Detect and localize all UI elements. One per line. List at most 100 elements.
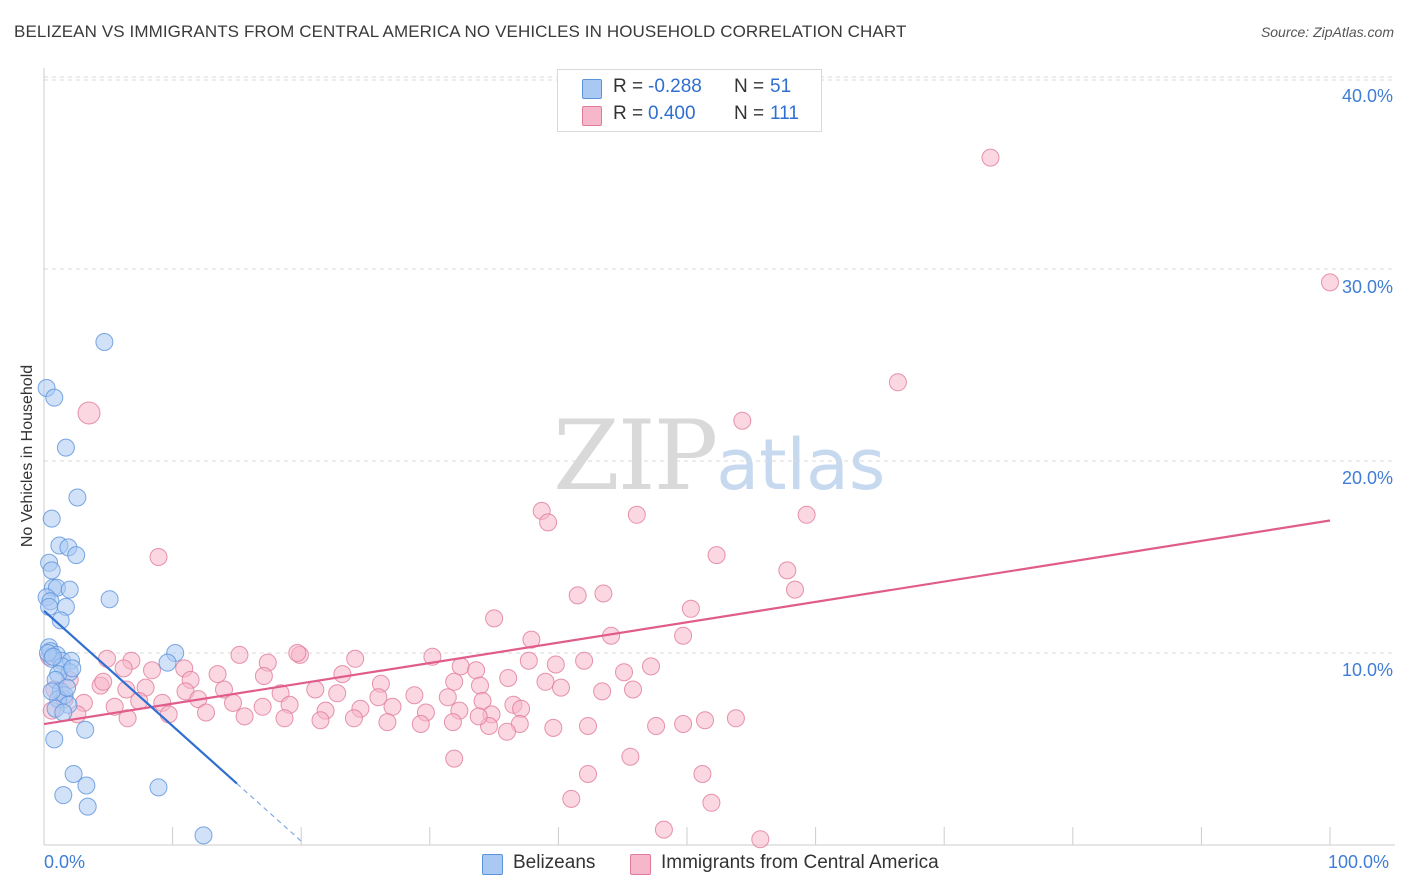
belizean-point (42, 682, 61, 701)
immigrant-point (445, 672, 464, 691)
y-tick-label: 30.0% (1341, 277, 1393, 297)
watermark-atlas: atlas (716, 424, 886, 506)
immigrant-point (328, 684, 347, 703)
immigrant-point (539, 513, 558, 532)
immigrant-point (467, 661, 486, 680)
bottom-legend-label: Belizeans (513, 852, 596, 873)
immigrant-point (733, 411, 752, 430)
belizean-point (67, 546, 86, 565)
immigrant-point (443, 713, 462, 732)
immigrant-point (522, 630, 541, 649)
legend-r-value: 0.400 (648, 103, 696, 124)
legend-r-label: R = (613, 103, 644, 124)
immigrant-point (94, 672, 113, 691)
immigrant-point (696, 711, 714, 730)
immigrant-trend-line (43, 519, 1331, 726)
immigrant-point (593, 682, 612, 701)
immigrant-point (512, 699, 531, 718)
legend-n-label: N = (734, 103, 765, 124)
belizean-point (63, 659, 82, 678)
immigrant-point (159, 705, 178, 724)
immigrant-point (149, 548, 168, 566)
bottom-legend-swatch (482, 854, 503, 875)
belizean-point (45, 388, 64, 407)
x-tick-label-max: 100.0% (1328, 852, 1390, 872)
immigrant-point (105, 697, 124, 716)
immigrant-point (546, 655, 565, 674)
belizean-point (58, 678, 77, 697)
belizean-point (40, 597, 59, 616)
watermark-zip: ZIP (553, 400, 718, 512)
belizean-point (149, 778, 168, 797)
immigrant-point (224, 693, 242, 712)
y-axis-label: No Vehicles in Household (19, 364, 36, 548)
immigrant-point (654, 820, 673, 839)
belizean-point (54, 786, 73, 805)
immigrant-point (117, 680, 136, 699)
belizean-point (78, 797, 97, 816)
belizean-point (76, 720, 95, 739)
belizean-point (45, 730, 64, 749)
immigrant-point (498, 722, 516, 741)
immigrant-point (627, 505, 646, 524)
belizean-point (54, 703, 73, 722)
immigrant-point (346, 649, 365, 668)
immigrant-point (77, 401, 101, 425)
immigrant-point (215, 680, 233, 699)
legend-swatch-belizeans (582, 79, 602, 99)
immigrant-point (499, 669, 518, 687)
immigrant-point (519, 651, 538, 670)
immigrant-point (383, 697, 402, 716)
immigrant-point (288, 644, 307, 662)
y-tick-label: 40.0% (1341, 86, 1393, 106)
immigrant-point (981, 148, 1000, 167)
immigrant-point (552, 678, 570, 697)
immigrant-point (411, 715, 430, 733)
immigrant-point (471, 676, 489, 695)
immigrant-point (615, 663, 633, 682)
belizean-point (56, 438, 75, 457)
immigrant-point (888, 373, 907, 392)
legend-r-label: R = (613, 76, 644, 97)
belizean-point (60, 580, 79, 599)
source-label: Source: ZipAtlas.com (1260, 24, 1394, 40)
immigrant-point (378, 713, 397, 732)
immigrant-point (333, 665, 352, 684)
immigrant-point (344, 709, 363, 728)
legend-n-label: N = (734, 76, 765, 97)
immigrant-point (594, 584, 613, 603)
bottom-legend-label: Immigrants from Central America (661, 852, 939, 873)
immigrant-point (253, 697, 272, 716)
belizean-trend-extension (236, 783, 302, 842)
immigrant-point (674, 626, 693, 645)
immigrant-point (562, 789, 581, 808)
immigrant-point (98, 649, 116, 668)
immigrant-point (311, 711, 330, 730)
immigrant-point (624, 680, 642, 699)
immigrant-point (726, 709, 745, 728)
legend-row-belizeans: R = -0.288 N = 51 (558, 74, 821, 100)
immigrant-point (208, 665, 227, 684)
immigrant-point (275, 709, 294, 728)
immigrant-point (786, 580, 804, 599)
immigrant-point (647, 717, 666, 735)
immigrant-point (674, 715, 693, 733)
immigrant-point (230, 645, 249, 664)
immigrant-point (642, 657, 660, 676)
belizean-point (194, 826, 213, 845)
immigrant-point (693, 765, 712, 783)
belizean-point (44, 647, 62, 666)
legend-row-immigrants: R = 0.400 N = 111 (558, 101, 821, 127)
immigrant-point (579, 765, 597, 783)
belizean-point (95, 333, 114, 351)
watermark: ZIPatlas (553, 400, 885, 512)
x-tick-label-min: 0.0% (44, 852, 86, 872)
belizean-point (77, 776, 96, 795)
y-tick-label: 20.0% (1341, 468, 1393, 488)
immigrant-point (469, 707, 488, 726)
immigrant-point (621, 747, 640, 766)
immigrant-point (405, 686, 424, 705)
chart-title: BELIZEAN VS IMMIGRANTS FROM CENTRAL AMER… (14, 22, 907, 41)
belizean-point (100, 590, 119, 609)
